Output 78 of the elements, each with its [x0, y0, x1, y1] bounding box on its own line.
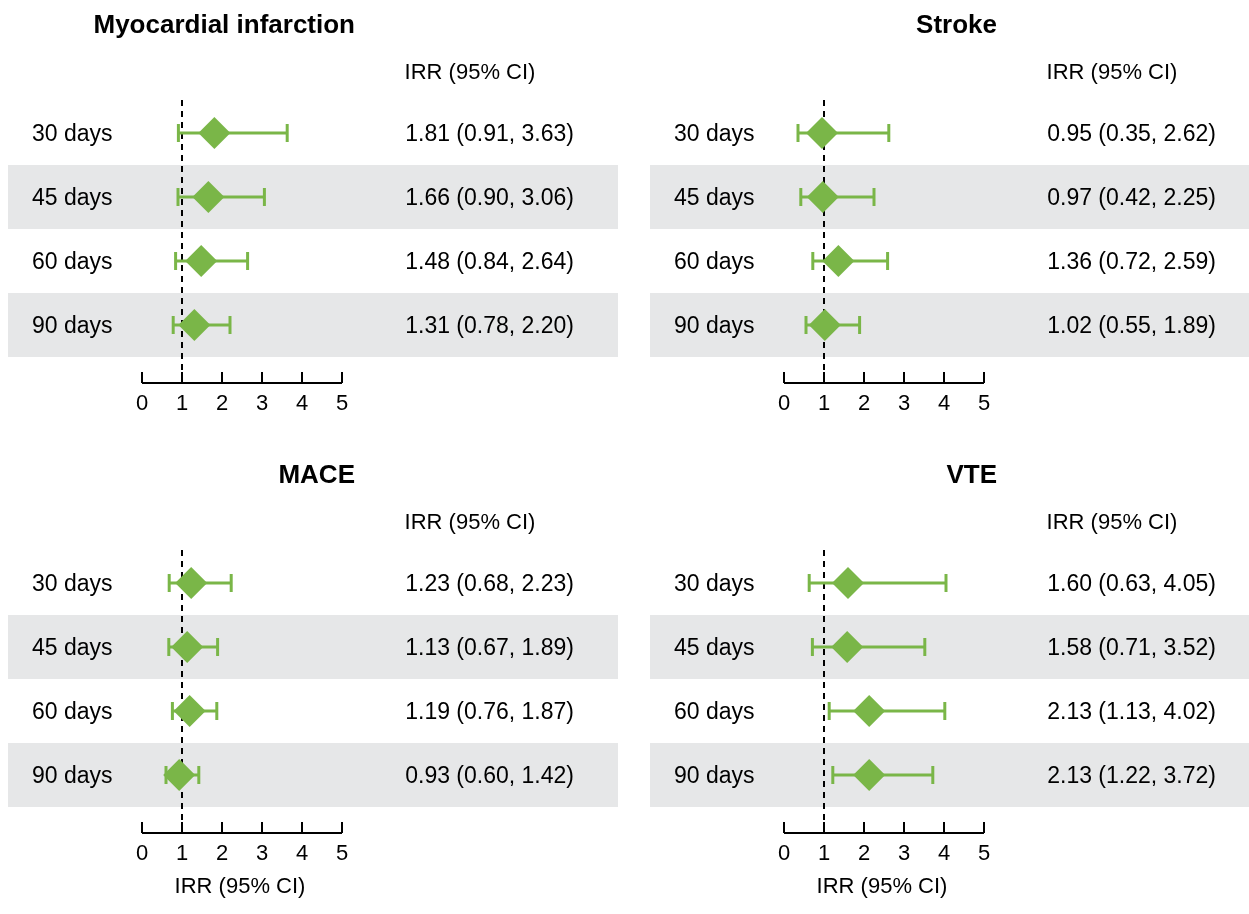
- x-tick-label: 5: [335, 390, 349, 415]
- x-tick-label: 4: [295, 840, 309, 865]
- x-tick-label: 5: [335, 840, 349, 865]
- x-tick-label: 2: [215, 390, 229, 415]
- point: [185, 245, 218, 277]
- data-label: 0.93 (0.60, 1.42): [405, 762, 574, 788]
- data-label: 2.13 (1.22, 3.72): [1047, 762, 1216, 788]
- data-label: 1.31 (0.78, 2.20): [405, 312, 574, 338]
- y-tick-label: 30 days: [32, 570, 113, 596]
- data-label: 0.97 (0.42, 2.25): [1047, 184, 1216, 210]
- x-tick-label: 2: [857, 840, 871, 865]
- data-label: 1.81 (0.91, 3.63): [405, 120, 574, 146]
- y-tick-label: 60 days: [32, 698, 113, 724]
- y-tick-label: 60 days: [32, 248, 113, 274]
- x-tick-label: 0: [777, 840, 791, 865]
- x-tick-label: 3: [897, 390, 911, 415]
- data-label: 1.02 (0.55, 1.89): [1047, 312, 1216, 338]
- data-label: 2.13 (1.13, 4.02): [1047, 698, 1216, 724]
- y-tick-label: 45 days: [32, 634, 113, 660]
- x-axis-title: IRR (95% CI): [816, 873, 948, 898]
- x-axis-title: IRR (95% CI): [174, 873, 306, 898]
- y-tick-label: 60 days: [674, 248, 755, 274]
- x-tick-label: 3: [255, 390, 269, 415]
- x-tick-label: 0: [135, 390, 149, 415]
- data-label: 1.60 (0.63, 4.05): [1047, 570, 1216, 596]
- y-tick-label: 30 days: [32, 120, 113, 146]
- x-tick-label: 3: [897, 840, 911, 865]
- text: IRR (95% CI): [1046, 509, 1178, 534]
- data-label: 1.19 (0.76, 1.87): [405, 698, 574, 724]
- text: IRR (95% CI): [404, 509, 536, 534]
- chart-title: Myocardial infarction: [93, 9, 355, 39]
- point: [822, 245, 855, 277]
- x-tick-label: 3: [255, 840, 269, 865]
- data-label: 1.23 (0.68, 2.23): [405, 570, 574, 596]
- x-tick-label: 1: [175, 390, 189, 415]
- x-tick-label: 4: [295, 390, 309, 415]
- point: [808, 309, 841, 341]
- x-tick-label: 1: [175, 840, 189, 865]
- x-tick-label: 0: [777, 390, 791, 415]
- chart-title: VTE: [946, 459, 997, 489]
- data-label: 1.58 (0.71, 3.52): [1047, 634, 1216, 660]
- y-tick-label: 30 days: [674, 120, 755, 146]
- y-tick-label: 45 days: [674, 634, 755, 660]
- y-tick-label: 90 days: [32, 312, 113, 338]
- chart-title: Stroke: [916, 9, 997, 39]
- y-tick-label: 90 days: [674, 762, 755, 788]
- chart-title: MACE: [278, 459, 355, 489]
- data-label: 1.48 (0.84, 2.64): [405, 248, 574, 274]
- y-tick-label: 90 days: [32, 762, 113, 788]
- x-tick-label: 1: [817, 840, 831, 865]
- point: [806, 181, 839, 213]
- point: [198, 117, 231, 149]
- y-tick-label: 30 days: [674, 570, 755, 596]
- y-tick-label: 90 days: [674, 312, 755, 338]
- data-label: 1.13 (0.67, 1.89): [405, 634, 574, 660]
- text: IRR (95% CI): [404, 59, 536, 84]
- point: [178, 309, 211, 341]
- point: [806, 117, 838, 149]
- point: [171, 631, 204, 663]
- y-tick-label: 45 days: [32, 184, 113, 210]
- text: IRR (95% CI): [1046, 59, 1178, 84]
- x-tick-label: 2: [215, 840, 229, 865]
- x-tick-label: 5: [977, 390, 991, 415]
- x-tick-label: 4: [937, 840, 951, 865]
- y-tick-label: 45 days: [674, 184, 755, 210]
- point: [175, 567, 208, 599]
- data-label: 1.66 (0.90, 3.06): [405, 184, 574, 210]
- point: [192, 181, 225, 213]
- y-tick-label: 60 days: [674, 698, 755, 724]
- x-tick-label: 0: [135, 840, 149, 865]
- data-label: 0.95 (0.35, 2.62): [1047, 120, 1216, 146]
- x-tick-label: 5: [977, 840, 991, 865]
- x-tick-label: 1: [817, 390, 831, 415]
- x-tick-label: 2: [857, 390, 871, 415]
- data-label: 1.36 (0.72, 2.59): [1047, 248, 1216, 274]
- point: [163, 759, 196, 791]
- point: [173, 695, 206, 727]
- x-tick-label: 4: [937, 390, 951, 415]
